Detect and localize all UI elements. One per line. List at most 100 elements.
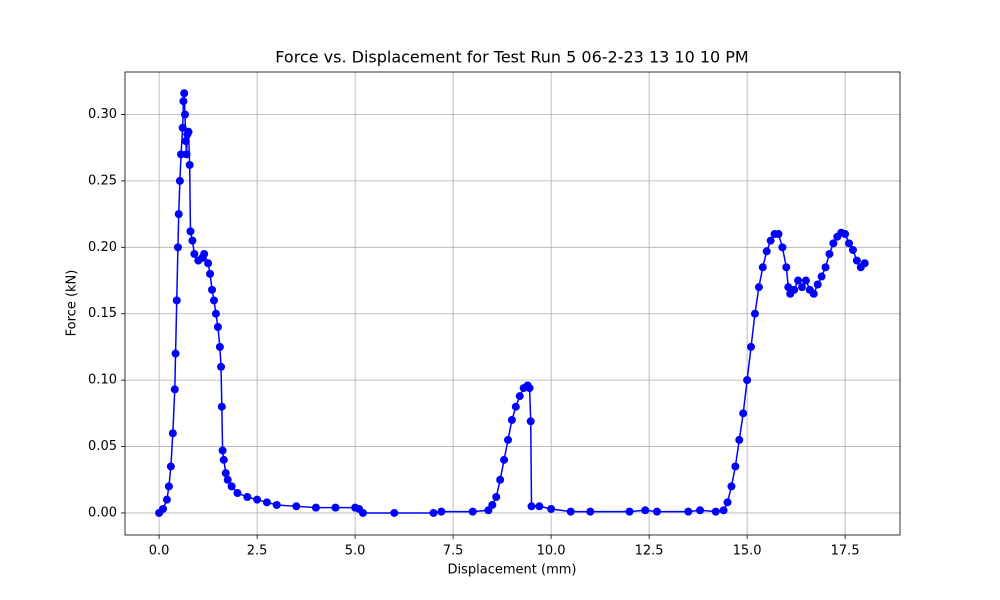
marker [848,245,857,254]
marker [492,493,501,502]
marker [652,507,661,516]
marker [206,269,215,278]
marker [184,127,193,136]
marker [641,506,650,515]
marker [173,243,182,252]
marker [200,249,209,258]
marker [525,384,534,393]
y-tick-label: 0.30 [88,107,117,122]
x-tick-label: 17.5 [831,544,860,559]
marker [182,150,191,159]
marker [223,475,232,484]
y-tick-label: 0.20 [88,240,117,255]
marker [164,482,173,491]
x-tick-label: 5.0 [345,544,366,559]
marker [809,289,818,298]
marker [174,210,183,219]
marker [358,508,367,517]
marker [586,507,595,516]
marker [190,249,199,258]
marker [747,342,756,351]
axes-frame [124,71,901,536]
marker [162,495,171,504]
marker [860,259,869,268]
marker [625,507,634,516]
marker [253,495,262,504]
marker [511,402,520,411]
marker [821,263,830,272]
marker [188,236,197,245]
marker [172,296,181,305]
marker [829,239,838,248]
marker [743,376,752,385]
marker [218,446,227,455]
marker [171,349,180,358]
marker [782,263,791,272]
marker [219,455,228,464]
marker [168,429,177,438]
marker [177,150,186,159]
marker [204,259,213,268]
marker [178,123,187,132]
marker [515,392,524,401]
marker [801,276,810,285]
marker [180,110,189,119]
marker [794,276,803,285]
marker [175,176,184,185]
x-tick-label: 7.5 [443,544,464,559]
marker [209,296,218,305]
marker [180,89,189,98]
marker [390,508,399,517]
marker [429,508,438,517]
marker [500,455,509,464]
marker [731,462,740,471]
marker [526,417,535,426]
x-tick-label: 0.0 [149,544,170,559]
marker [468,507,477,516]
x-tick-label: 12.5 [635,544,664,559]
marker [437,507,446,516]
x-tick-label: 10.0 [537,544,566,559]
marker [766,236,775,245]
marker [696,506,705,515]
marker [762,247,771,256]
x-tick-label: 15.0 [733,544,762,559]
marker [813,280,822,289]
y-tick-label: 0.05 [88,439,117,454]
marker [758,263,767,272]
marker [684,507,693,516]
marker [825,249,834,258]
y-axis-label: Force (kN) [65,270,80,337]
marker [797,283,806,292]
marker [243,493,252,502]
marker [227,482,236,491]
marker [331,503,340,512]
marker [566,507,575,516]
x-tick-label: 2.5 [247,544,268,559]
marker [262,498,271,507]
grid [125,72,900,535]
marker [488,500,497,509]
marker [185,160,194,169]
marker [790,285,799,294]
marker [547,504,556,513]
marker [852,256,861,265]
marker [213,323,222,332]
marker [754,283,763,292]
marker [774,230,783,239]
marker [711,507,720,516]
plot [155,89,869,517]
y-tick-label: 0.15 [88,306,117,321]
marker [208,285,217,294]
marker [181,137,190,146]
marker [845,239,854,248]
marker [166,462,175,471]
marker [778,243,787,252]
marker [159,504,168,513]
marker [215,342,224,351]
marker [535,502,544,511]
marker [211,309,220,318]
x-axis-label: Displacement (mm) [448,563,577,578]
